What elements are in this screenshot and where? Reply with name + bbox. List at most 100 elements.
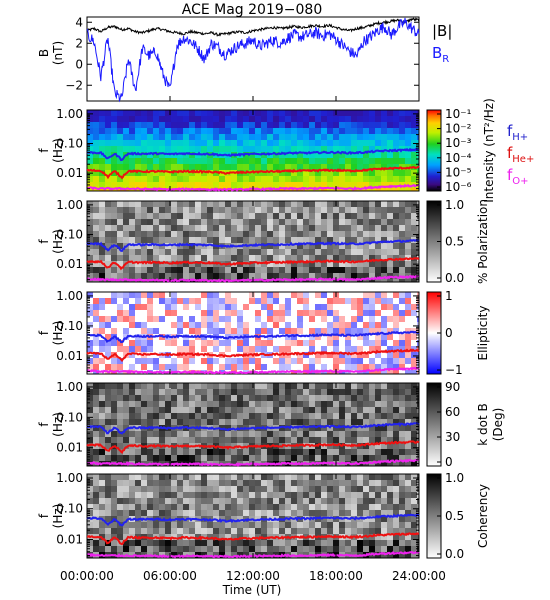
colorbar-label-kdotb: k dot B bbox=[476, 403, 490, 445]
colorbar-tick-label: 10⁻⁴ bbox=[445, 151, 472, 165]
colorbar-tick-label: 1.0 bbox=[445, 198, 464, 212]
series-line-b-total bbox=[86, 17, 420, 37]
xtick-label: 24:00:00 bbox=[392, 569, 446, 583]
b-ytick-label: 2 bbox=[75, 36, 83, 50]
colorbar-tick-label: −1 bbox=[445, 363, 463, 377]
gyrofrequency-line-h-plus bbox=[86, 513, 420, 527]
colorbars: 10⁻¹10⁻²10⁻³10⁻⁴10⁻⁵10⁻⁶ Intensity (nT²/H… bbox=[426, 98, 505, 561]
yunits: (Hz) bbox=[51, 412, 65, 437]
yunits: (Hz) bbox=[51, 321, 65, 346]
gyrofrequency-line-he-plus bbox=[86, 165, 420, 180]
legends: fH+fHe+fO+ bbox=[507, 122, 534, 187]
xtick-label: 12:00:00 bbox=[226, 569, 280, 583]
gyrofrequency-line-h-plus bbox=[86, 422, 420, 435]
colorbar-coherency: 1.0 0.5 0.0 Coherency bbox=[426, 471, 490, 561]
ytick-label: 1.00 bbox=[56, 380, 83, 394]
colorbar-tick-label: 1 bbox=[445, 289, 453, 303]
gyrofrequency-line-he-plus bbox=[86, 257, 420, 271]
ytick-label: 0.10 bbox=[56, 410, 83, 424]
ytick-label: 1.00 bbox=[56, 107, 83, 121]
ytick-label: 0.10 bbox=[56, 137, 83, 151]
ytick-label: 0.01 bbox=[56, 166, 83, 180]
colorbar-tick-label: 0.0 bbox=[445, 547, 464, 561]
colorbar-tick-label: 10⁻¹ bbox=[445, 107, 472, 121]
yunits: (Hz) bbox=[51, 229, 65, 254]
gyrofrequency-line-he-plus bbox=[86, 532, 420, 546]
colorbar-label-coherency: Coherency bbox=[476, 484, 490, 548]
legend-gyrofrequency-1: fHe+ bbox=[507, 144, 534, 165]
ytick-label: 1.00 bbox=[56, 198, 83, 212]
legend-gyrofrequency-0: fH+ bbox=[507, 122, 528, 143]
xtick-label: 06:00:00 bbox=[143, 569, 197, 583]
panel-texture-coherency bbox=[87, 474, 419, 558]
colorbar-tick-label: 0.5 bbox=[445, 235, 464, 249]
colorbar-tick-label: 90 bbox=[445, 380, 460, 394]
colorbar-tick-label: 0.5 bbox=[445, 509, 464, 523]
colorbar-ellipticity: 1 0 −1 Ellipticity bbox=[426, 289, 490, 377]
legend-b-r: BR bbox=[432, 44, 449, 65]
gyrofrequency-line-he-plus bbox=[86, 348, 420, 363]
colorbar-sublabel-kdotb: (Deg) bbox=[491, 408, 505, 442]
colorbar-label-polarization: % Polarization bbox=[476, 199, 490, 284]
legend-gyrofrequency-2: fO+ bbox=[507, 166, 529, 187]
b-yunits: (nT) bbox=[51, 41, 65, 65]
legend-b-total: |B| bbox=[432, 22, 452, 40]
gyrofrequency-line-h-plus bbox=[86, 330, 420, 344]
colorbar-tick-label: 10⁻³ bbox=[445, 136, 472, 150]
ytick-label: 0.10 bbox=[56, 319, 83, 333]
panel-kdotb: 1.00 0.10 0.01 f (Hz) bbox=[37, 380, 420, 468]
xtick-label: 18:00:00 bbox=[309, 569, 363, 583]
spectrogram-panels: 1.000.100.01f (Hz)1.000.100.01f (Hz)1.000.… bbox=[37, 107, 420, 559]
ylabel: f bbox=[37, 239, 51, 244]
ylabel: f bbox=[37, 148, 51, 153]
ylabel: f bbox=[37, 422, 51, 427]
xtick-label: 00:00:00 bbox=[60, 569, 114, 583]
panel-texture-kdotb bbox=[87, 383, 419, 466]
b-field-panel: 4 2 0 −2 B (nT) |B| BR bbox=[37, 15, 452, 103]
ylabel: f bbox=[37, 513, 51, 518]
ytick-label: 0.01 bbox=[56, 257, 83, 271]
series-line-b-r bbox=[86, 17, 420, 103]
colorbar-label-ellipticity: Ellipticity bbox=[476, 306, 490, 361]
colorbar-label-intensity: Intensity (nT²/Hz) bbox=[482, 98, 496, 203]
ytick-label: 0.01 bbox=[56, 441, 83, 455]
colorbar-strip-intensity bbox=[426, 109, 442, 192]
colorbar-tick-label: 10⁻⁶ bbox=[445, 180, 472, 194]
colorbar-tick-label: 60 bbox=[445, 405, 460, 419]
gyrofrequency-line-h-plus bbox=[86, 239, 419, 252]
ytick-label: 0.01 bbox=[56, 349, 83, 363]
panel-polarization: 1.00 0.10 0.01 f (Hz) bbox=[37, 198, 420, 283]
panel-texture-intensity bbox=[87, 110, 419, 191]
ytick-label: 0.10 bbox=[56, 228, 83, 242]
yunits: (Hz) bbox=[51, 138, 65, 163]
b-ylabel: B bbox=[37, 49, 51, 57]
colorbar-tick-label: 0 bbox=[445, 326, 453, 340]
gyrofrequency-line-he-plus bbox=[86, 440, 420, 454]
legend-b-r-sub: R bbox=[442, 54, 449, 65]
colorbar-polarization: 1.0 0.5 0.0 % Polarization bbox=[426, 198, 490, 285]
colorbar-tick-label: 0.0 bbox=[445, 271, 464, 285]
ytick-label: 0.01 bbox=[56, 532, 83, 546]
gyrofrequency-line-h-plus bbox=[86, 147, 420, 162]
colorbar-tick-label: 10⁻² bbox=[445, 122, 472, 136]
colorbar-tick-label: 1.0 bbox=[445, 471, 464, 485]
colorbar-strip-kdotb bbox=[426, 382, 442, 467]
x-axis-label: Time (UT) bbox=[222, 583, 282, 597]
yunits: (Hz) bbox=[51, 504, 65, 529]
panel-intensity: 1.00 0.10 0.01 f (Hz) bbox=[37, 107, 420, 192]
ytick-label: 1.00 bbox=[56, 289, 83, 303]
colorbar-tick-label: 30 bbox=[445, 430, 460, 444]
panel-ellipticity: 1.00 0.10 0.01 f (Hz) bbox=[37, 289, 420, 375]
x-axis-labels: 00:00:00 06:00:00 12:00:00 18:00:00 24:00:00 bbox=[60, 569, 446, 583]
colorbar-tick-label: 10⁻⁵ bbox=[445, 165, 472, 179]
b-ytick-label: 0 bbox=[75, 57, 83, 71]
b-ytick-label: −2 bbox=[65, 78, 83, 92]
panel-coherency: 1.00 0.10 0.01 f (Hz) bbox=[37, 471, 420, 559]
ytick-label: 0.10 bbox=[56, 502, 83, 516]
ytick-label: 1.00 bbox=[56, 471, 83, 485]
colorbar-tick-label: 0 bbox=[445, 455, 453, 469]
colorbar-intensity: 10⁻¹10⁻²10⁻³10⁻⁴10⁻⁵10⁻⁶ Intensity (nT²/H… bbox=[426, 98, 496, 203]
chart-title: ACE Mag 2019−080 bbox=[182, 2, 322, 18]
ylabel: f bbox=[37, 330, 51, 335]
